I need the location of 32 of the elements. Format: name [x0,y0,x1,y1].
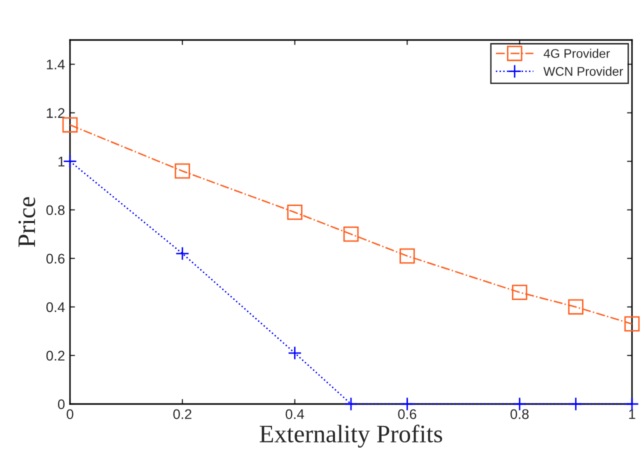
point [62,117,78,133]
point [400,248,415,264]
y-tick-label: 0.2 [46,350,64,361]
point [288,346,302,360]
y-tick-label: 1.4 [46,60,65,70]
x-tick-label: 0 [66,409,74,420]
x-tick-label: 0.8 [510,409,529,420]
y-tick-label: 0 [58,399,65,410]
y-axis-title: Price [18,197,36,247]
point [624,316,640,332]
point [343,226,359,242]
point [175,246,190,260]
point [174,163,190,179]
legend-label: WCN Provider [543,66,624,76]
x-tick-label: 0.6 [398,409,416,420]
point [512,284,528,300]
x-tick-label: 1 [629,409,636,419]
point [344,397,358,411]
legend-label: 4G Provider [544,48,610,58]
x-tick-label: 0.4 [286,409,304,420]
y-tick-label: 1.2 [46,108,64,118]
x-axis-title: Externality Profits [260,424,442,448]
point [287,204,302,220]
point [625,397,639,411]
point [568,299,584,315]
y-tick-label: 0.6 [46,254,65,264]
y-tick-label: 0.8 [46,205,65,216]
y-tick-label: 0.4 [46,302,65,312]
y-tick-label: 1 [58,156,64,166]
x-tick-label: 0.2 [173,409,192,420]
point [63,154,77,168]
point [568,397,583,411]
